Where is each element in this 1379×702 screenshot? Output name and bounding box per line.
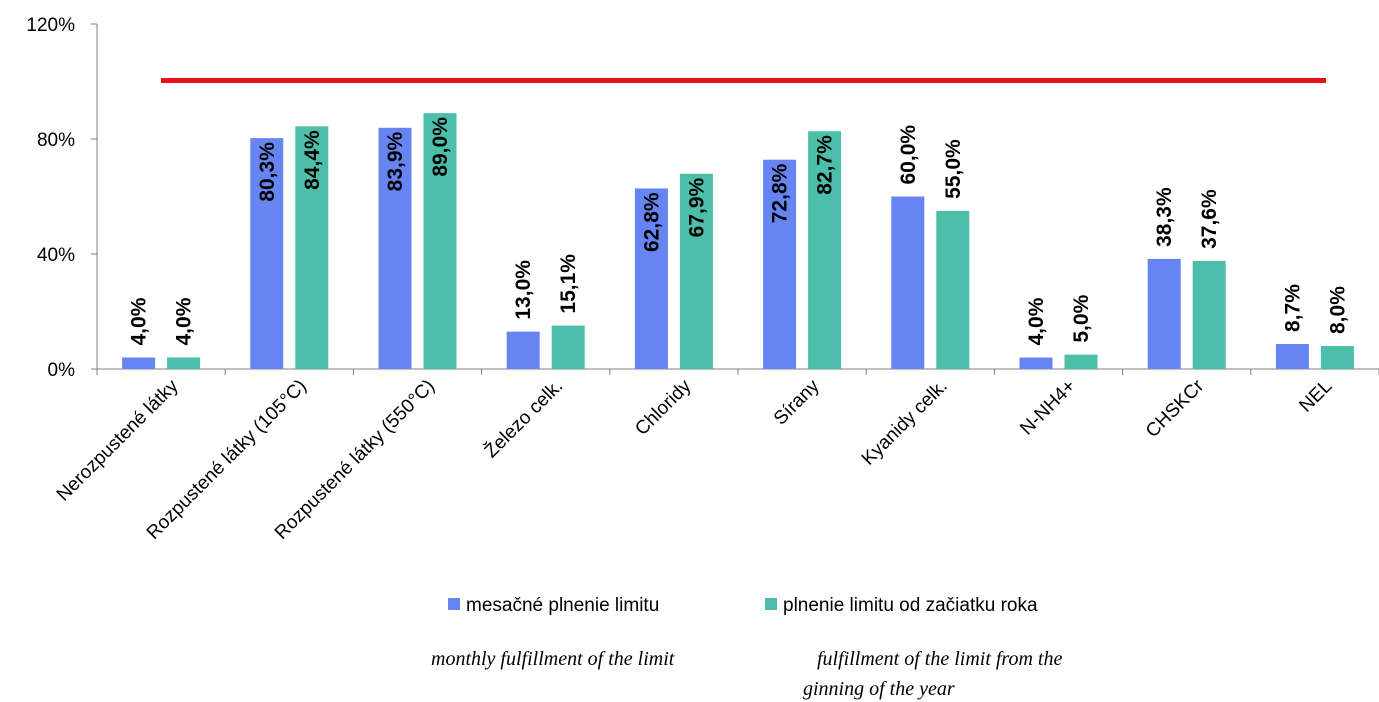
bar-series-1 [1275, 343, 1309, 369]
y-tick-label: 120% [26, 15, 75, 36]
data-label-series-2: 15,1% [557, 254, 580, 314]
data-label-series-1: 72,8% [769, 163, 792, 223]
data-label-series-1: 38,3% [1153, 187, 1176, 247]
bar-series-1 [1019, 357, 1053, 369]
data-labels: 4,0% 4,0% 80,3% 84,4% 83,9% 89,0% 13,0% 15,1% 62… [128, 117, 1350, 346]
data-label-series-1: 62,8% [640, 192, 663, 252]
bar-series-2 [936, 210, 970, 369]
bar-series-2 [1320, 346, 1354, 369]
y-tick-label: 0% [48, 360, 76, 381]
bar-series-1 [506, 331, 540, 369]
bar-series-1 [122, 357, 156, 369]
legend-swatch-series-1 [448, 598, 460, 610]
bar-series-2 [1192, 260, 1226, 369]
data-label-series-2: 8,0% [1326, 286, 1349, 334]
data-label-series-1: 13,0% [512, 260, 535, 320]
bar-series-2 [1064, 354, 1098, 369]
data-label-series-1: 60,0% [897, 125, 920, 185]
data-label-series-2: 67,9% [685, 177, 708, 237]
data-label-series-1: 4,0% [1025, 297, 1048, 345]
data-label-series-1: 8,7% [1281, 284, 1304, 332]
category-label: N-NH4+ [1016, 376, 1080, 440]
data-label-series-2: 5,0% [1070, 294, 1093, 342]
bar-series-1 [634, 188, 668, 369]
data-label-series-2: 55,0% [942, 139, 965, 199]
category-label: Kyanidy celk. [858, 376, 952, 470]
category-label: Nerozpustené látky [53, 375, 183, 505]
translation-series-2-line-1: fulfillment of the limit from the [817, 648, 1063, 670]
legend: mesačné plnenie limitu plnenie limitu od… [448, 595, 1038, 616]
bar-series-2 [679, 173, 713, 369]
data-label-series-2: 4,0% [173, 297, 196, 345]
bar-series-2 [423, 113, 457, 369]
bar-series-2 [551, 325, 585, 369]
translation-series-1: monthly fulfillment of the limit [431, 648, 675, 670]
bar-series-2 [167, 357, 201, 369]
bar-series-1 [891, 196, 925, 369]
legend-label-series-2: plnenie limitu od začiatku roka [783, 595, 1038, 616]
category-label: Chloridy [631, 375, 695, 439]
data-label-series-2: 37,6% [1198, 189, 1221, 249]
y-tick-label: 40% [37, 245, 75, 266]
data-label-series-2: 82,7% [814, 135, 837, 195]
legend-swatch-series-2 [765, 598, 777, 610]
data-label-series-2: 84,4% [301, 130, 324, 190]
bars [122, 113, 1354, 369]
data-label-series-2: 89,0% [429, 117, 452, 177]
bar-series-1 [763, 159, 797, 369]
legend-label-series-1: mesačné plnenie limitu [466, 595, 659, 616]
data-label-series-1: 83,9% [384, 131, 407, 191]
y-tick-label: 80% [37, 130, 75, 151]
translation-series-2-line-2: ginning of the year [803, 678, 955, 700]
category-label: Sírany [770, 375, 824, 429]
category-label: NEL [1295, 376, 1336, 417]
bar-series-2 [808, 131, 842, 369]
bar-series-1 [378, 127, 412, 369]
data-label-series-1: 4,0% [128, 297, 151, 345]
category-label: CHSKCr [1142, 375, 1209, 442]
category-label: Železo celk. [480, 375, 567, 462]
bar-series-1 [1147, 258, 1181, 369]
data-label-series-1: 80,3% [256, 142, 279, 202]
bar-series-2 [295, 126, 329, 369]
bar-series-1 [250, 138, 284, 369]
